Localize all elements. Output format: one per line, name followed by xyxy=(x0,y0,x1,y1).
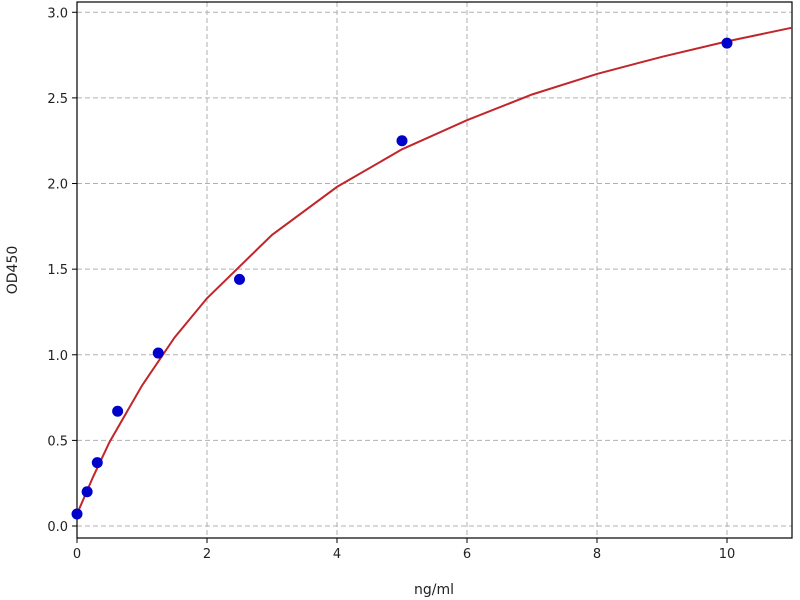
fit-curve xyxy=(76,26,793,515)
x-tick-label: 4 xyxy=(333,547,341,562)
x-tick-label: 10 xyxy=(719,547,736,562)
x-tick-label: 6 xyxy=(463,547,471,562)
data-point xyxy=(91,457,103,469)
data-point xyxy=(112,405,124,417)
y-tick-label: 0.5 xyxy=(47,434,68,449)
data-point xyxy=(81,486,93,498)
data-points xyxy=(71,37,733,520)
x-tick-label: 2 xyxy=(203,547,211,562)
data-point xyxy=(234,273,245,285)
x-tick-label: 8 xyxy=(593,547,601,562)
plot-frame xyxy=(76,1,793,539)
y-tick-label: 2.0 xyxy=(47,178,68,193)
grid xyxy=(76,2,792,538)
data-point xyxy=(71,508,83,520)
x-axis-label: ng/ml xyxy=(414,582,454,598)
y-tick-label: 3.0 xyxy=(47,6,68,21)
y-tick-label: 0.0 xyxy=(47,520,68,535)
data-point xyxy=(721,37,733,49)
y-axis: 0.0 0.5 1.0 1.5 2.0 2.5 3.0 xyxy=(47,6,77,535)
data-point xyxy=(152,347,164,359)
x-tick-label: 0 xyxy=(73,547,81,562)
data-point xyxy=(396,135,408,147)
x-axis: 0 2 4 6 8 10 xyxy=(73,538,735,562)
y-tick-label: 2.5 xyxy=(47,92,68,107)
y-tick-label: 1.0 xyxy=(47,349,68,364)
y-tick-label: 1.5 xyxy=(47,263,68,278)
y-axis-label: OD450 xyxy=(5,246,21,295)
